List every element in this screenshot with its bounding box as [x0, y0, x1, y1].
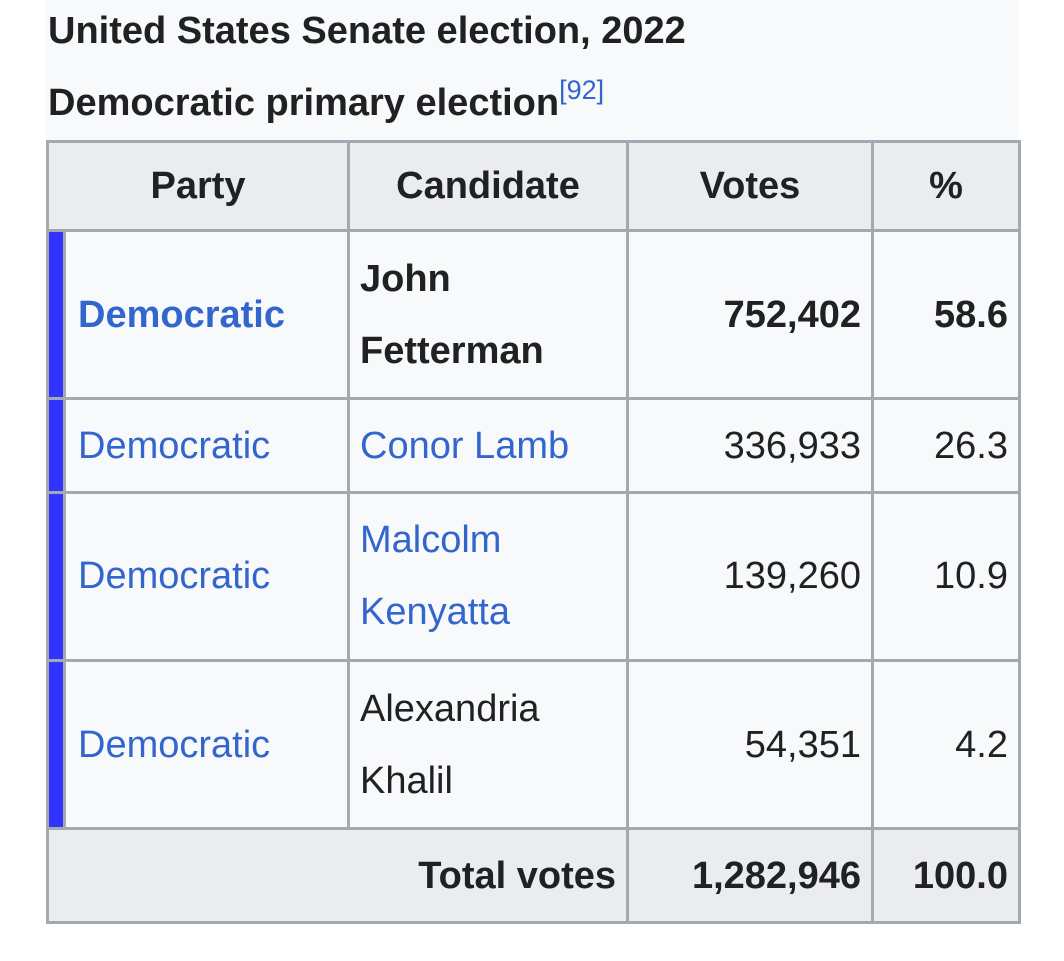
percent-cell: 58.6 [871, 228, 1021, 401]
total-label: Total votes [46, 827, 629, 924]
candidate-cell: John Fetterman [347, 228, 629, 401]
election-subtitle: Democratic primary election[92] [48, 75, 605, 131]
party-cell: Democratic [63, 659, 350, 831]
reference-link[interactable]: [92] [559, 75, 605, 105]
candidate-link[interactable]: Malcolm Kenyatta [360, 519, 510, 634]
votes-cell: 336,933 [626, 397, 874, 494]
header-votes: Votes [626, 140, 874, 232]
party-cell: Democratic [63, 228, 350, 401]
percent-cell: 26.3 [871, 397, 1021, 494]
candidate-cell: Conor Lamb [347, 397, 629, 494]
party-cell: Democratic [63, 397, 350, 494]
candidate-link[interactable]: Conor Lamb [360, 424, 570, 467]
party-cell: Democratic [63, 490, 350, 663]
percent-cell: 10.9 [871, 490, 1021, 663]
party-color-bar [46, 490, 66, 663]
party-color-bar [46, 659, 66, 831]
percent-cell: 4.2 [871, 659, 1021, 831]
header-percent: % [871, 140, 1021, 232]
votes-cell: 139,260 [626, 490, 874, 663]
candidate-cell: Malcolm Kenyatta [347, 490, 629, 663]
table-row: Democratic John Fetterman 752,402 58.6 [46, 228, 1021, 401]
party-link[interactable]: Democratic [78, 424, 271, 467]
header-candidate: Candidate [347, 140, 629, 232]
total-row: Total votes 1,282,946 100.0 [46, 827, 1021, 924]
votes-cell: 752,402 [626, 228, 874, 401]
candidate-cell: Alexandria Khalil [347, 659, 629, 831]
table-row: Democratic Alexandria Khalil 54,351 4.2 [46, 659, 1021, 831]
caption-panel [46, 0, 1018, 140]
party-link[interactable]: Democratic [78, 555, 271, 598]
party-link[interactable]: Democratic [78, 723, 271, 766]
header-party: Party [46, 140, 350, 232]
header-row: Party Candidate Votes % [46, 140, 1021, 232]
party-link[interactable]: Democratic [78, 293, 285, 336]
total-percent: 100.0 [871, 827, 1021, 924]
votes-cell: 54,351 [626, 659, 874, 831]
subtitle-text: Democratic primary election [48, 82, 560, 124]
election-title: United States Senate election, 2022 [48, 10, 686, 52]
party-color-bar [46, 228, 66, 401]
results-table: Party Candidate Votes % Democratic John … [46, 140, 1021, 924]
table-row: Democratic Conor Lamb 336,933 26.3 [46, 397, 1021, 494]
total-votes: 1,282,946 [626, 827, 874, 924]
party-color-bar [46, 397, 66, 494]
table-row: Democratic Malcolm Kenyatta 139,260 10.9 [46, 490, 1021, 663]
